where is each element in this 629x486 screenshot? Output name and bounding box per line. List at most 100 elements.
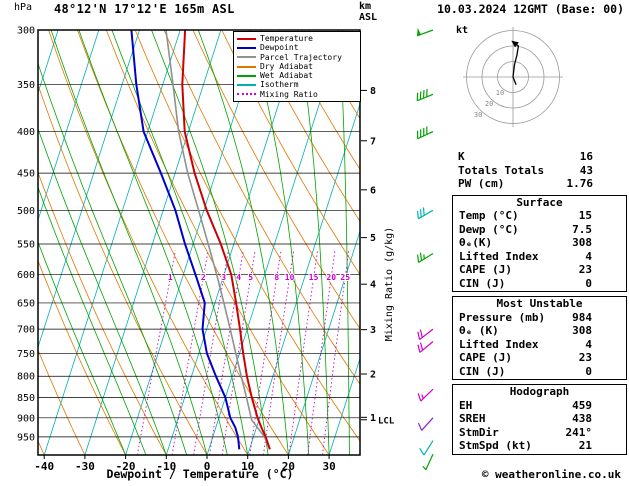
pressure-tick: 400 xyxy=(17,127,35,138)
stat-value: 21 xyxy=(578,439,592,452)
stat-row: Dewp (°C) 7.5 xyxy=(453,223,626,237)
km-tick: 2 xyxy=(370,370,376,381)
hodograph-unit-label: kt xyxy=(456,25,468,36)
mixing-ratio-value: 8 xyxy=(274,273,279,282)
lcl-label: LCL xyxy=(378,416,395,426)
stat-label: Lifted Index xyxy=(459,249,539,263)
legend-item: Dry Adiabat xyxy=(237,62,360,71)
mixing-ratio-line xyxy=(221,250,256,455)
pressure-tick-labels: 300 350 400 450 500 550 600 650 700 750 800 850 900 9… xyxy=(17,26,35,444)
pressure-tick: 850 xyxy=(17,393,35,404)
pressure-tick: 600 xyxy=(17,270,35,281)
temperature-tick-labels: -40 -30 -20 -10 0 10 20 30 xyxy=(34,455,336,473)
pressure-tick: 750 xyxy=(17,349,35,360)
isotherm-line xyxy=(247,102,360,455)
station-title: 48°12'N 17°12'E 165m ASL xyxy=(54,2,235,16)
km-tick: 6 xyxy=(370,185,376,196)
mixing-ratio-value: 4 xyxy=(236,273,241,282)
temperature-tick: -20 xyxy=(116,460,136,473)
dry-adiabat-line xyxy=(279,30,360,171)
skewt-gridlines xyxy=(38,30,360,455)
temperature-tick: -40 xyxy=(34,460,54,473)
km-tick: 3 xyxy=(370,325,376,336)
stat-label: θₑ(K) xyxy=(459,236,493,249)
hodograph-ring xyxy=(466,30,560,124)
stat-value: 16 xyxy=(579,150,593,163)
isotherm-line xyxy=(38,30,140,349)
legend-label: Parcel Trajectory xyxy=(260,52,342,62)
stat-label: Temp (°C) xyxy=(459,209,519,222)
legend-item: Temperature xyxy=(237,34,360,43)
legend-item: Isotherm xyxy=(237,80,360,89)
mixing-ratio-line xyxy=(193,250,229,455)
stat-label: CAPE (J) xyxy=(459,263,512,276)
dry-adiabat-line xyxy=(250,30,360,223)
pressure-axis-unit: hPa xyxy=(14,2,33,13)
hodograph-ring-label: 10 xyxy=(496,89,504,97)
stat-value: 0 xyxy=(585,276,592,290)
temperature-tick: -10 xyxy=(156,460,176,473)
pressure-tick: 700 xyxy=(17,325,35,336)
stat-row: CAPE (J) 23 xyxy=(453,351,626,365)
stat-value: 1.76 xyxy=(566,177,594,190)
km-tick: 5 xyxy=(370,233,376,244)
curve-dewpoint xyxy=(130,30,241,450)
km-tick: 4 xyxy=(370,280,376,291)
mixing-ratio-line xyxy=(322,250,350,455)
stat-label: PW (cm) xyxy=(458,177,505,190)
stat-label: CIN (J) xyxy=(459,364,506,378)
isotherm-line xyxy=(328,357,360,455)
altitude-unit-asl: ASL xyxy=(359,12,378,23)
legend-line-sample xyxy=(237,74,256,77)
stat-value: 43 xyxy=(579,163,593,177)
hodograph-ring-label: 30 xyxy=(474,111,482,119)
km-tick: 1 xyxy=(370,413,376,424)
mixing-ratio-line xyxy=(136,250,176,455)
stat-label: EH xyxy=(459,398,473,412)
stat-value: 4 xyxy=(585,337,592,351)
indices-sections: Surface Temp (°C) 15 Dewp (°C) 7.5 θₑ(K) 308 Li… xyxy=(452,194,627,455)
mixing-ratio-axis-label: Mixing Ratio (g/kg) xyxy=(384,227,395,341)
legend-item: Parcel Trajectory xyxy=(237,53,360,62)
pressure-tick: 900 xyxy=(17,413,35,424)
stat-label: Lifted Index xyxy=(459,337,539,351)
stat-label: Dewp (°C) xyxy=(459,222,519,236)
altitude-axis-unit: km ASL xyxy=(359,1,377,23)
isotherm-line xyxy=(38,30,100,222)
legend-line-sample xyxy=(237,93,256,96)
stat-row: θₑ (K) 308 xyxy=(453,324,626,338)
legend-item: Wet Adiabat xyxy=(237,71,360,80)
pressure-tick: 300 xyxy=(17,26,35,37)
temperature-tick: 30 xyxy=(322,460,335,473)
legend-item: Dewpoint xyxy=(237,43,360,52)
plot-border xyxy=(37,29,361,456)
pressure-tick: 350 xyxy=(17,80,35,91)
stat-value: 23 xyxy=(578,351,592,364)
stat-value: 7.5 xyxy=(572,222,592,236)
mixing-ratio-line xyxy=(288,250,319,455)
stat-value: 0 xyxy=(585,364,592,378)
stat-value: 459 xyxy=(572,398,592,412)
mixing-ratio-value: 3 xyxy=(221,273,226,282)
legend-line-sample xyxy=(237,37,256,40)
legend: Temperature Dewpoint Parcel Trajectory Dry … xyxy=(233,31,361,103)
stat-label: K xyxy=(458,150,465,163)
legend-label: Isotherm xyxy=(260,80,299,90)
stats-section-surface: Surface Temp (°C) 15 Dewp (°C) 7.5 θₑ(K) 308 Li… xyxy=(452,194,627,292)
stat-label: CIN (J) xyxy=(459,276,506,290)
indices-panel: K 16 Totals Totals 43 PW (cm) 1.76 Surface Tem… xyxy=(452,150,627,455)
stat-value: 23 xyxy=(578,263,592,276)
mixing-ratio-line xyxy=(262,250,295,455)
mixing-ratio-labels: 1 2 3 4 5 8 10 15 20 25 xyxy=(167,272,351,283)
stat-row: Totals Totals 43 xyxy=(452,164,627,178)
stat-label: θₑ (K) xyxy=(459,324,499,337)
stat-row: CAPE (J) 23 xyxy=(453,263,626,277)
stat-row: StmSpd (kt) 21 xyxy=(453,439,626,453)
stat-label: Totals Totals xyxy=(458,163,545,177)
copyright: © weatheronline.co.uk xyxy=(481,468,621,481)
stat-value: 308 xyxy=(572,236,592,249)
stat-row: Lifted Index 4 xyxy=(453,338,626,352)
hodograph-trace xyxy=(512,43,520,86)
km-tick: 7 xyxy=(370,136,376,147)
